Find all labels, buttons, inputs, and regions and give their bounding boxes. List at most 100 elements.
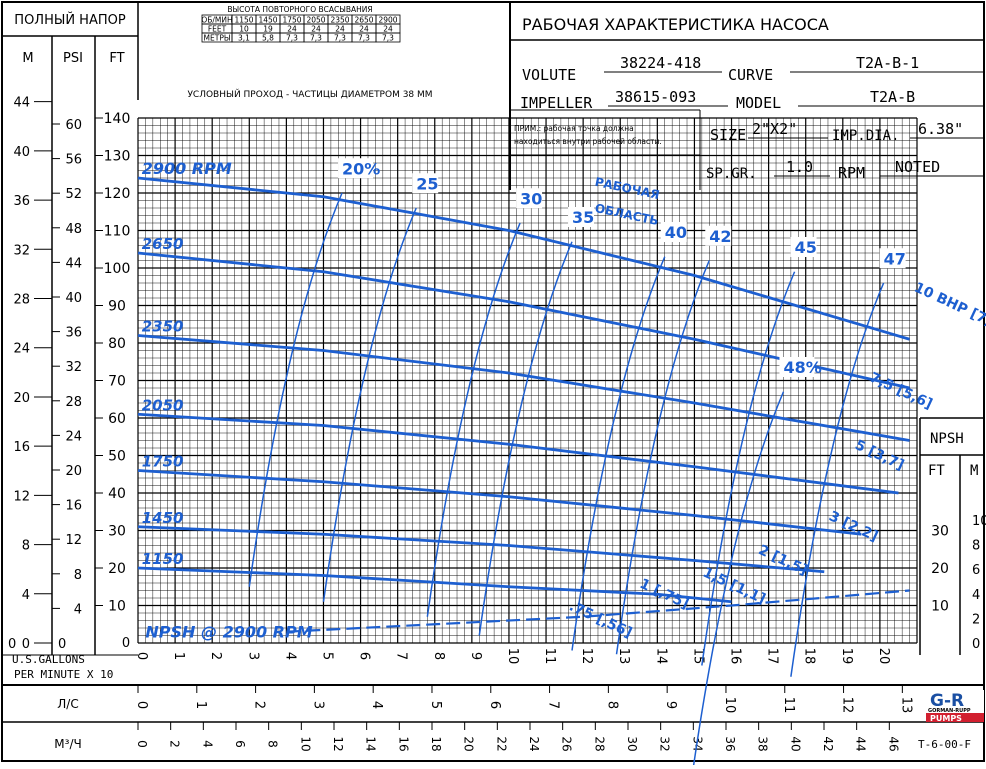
ft-tick-label: 90 — [108, 299, 126, 315]
efficiency-label-bg — [660, 222, 687, 242]
m-axis-title: M — [22, 51, 33, 66]
suction-table-cell — [375, 32, 401, 43]
ft-tick-label: 10 — [108, 599, 126, 615]
efficiency-label: 42 — [709, 227, 731, 246]
efficiency-label-bg — [779, 357, 815, 377]
psi-tick-label: 28 — [65, 395, 82, 410]
npsh-curve-line — [286, 589, 910, 633]
head-curve-line — [137, 525, 825, 574]
head-curve-label: 2650 — [142, 235, 184, 253]
m3h-tick-label: 22 — [494, 736, 508, 751]
npsh-ft-tick-label: 20 — [931, 561, 949, 577]
x-tick-label: 6 — [357, 652, 372, 660]
ft-tick-label: 140 — [104, 111, 131, 127]
curve-value: T2A-B-1 — [856, 54, 919, 72]
logo-bottom: PUMPS — [930, 714, 962, 723]
x-tick-label: 13 — [616, 648, 631, 665]
efficiency-line — [615, 260, 710, 655]
impdia-value: 6.38" — [918, 120, 963, 138]
suction-table-value: 3,1 — [238, 34, 250, 43]
efficiency-line — [322, 207, 417, 602]
logo-top: G-R — [930, 691, 964, 711]
suction-table-value: 1150 — [234, 16, 253, 25]
efficiency-label-bg — [516, 188, 543, 209]
ls-tick-label: 11 — [781, 697, 796, 714]
m3h-tick-label: 16 — [396, 736, 410, 751]
npsh-m-tick-label: 4 — [972, 588, 980, 603]
model-value: T2A-B — [870, 88, 915, 106]
psi-tick-label: 40 — [65, 291, 82, 306]
m3h-tick-label: 2 — [168, 740, 182, 748]
m-tick-label: 32 — [13, 243, 30, 258]
head-curve-label: 1150 — [142, 550, 184, 568]
x-tick-label: 5 — [319, 652, 334, 660]
m3h-tick-label: 36 — [723, 736, 737, 751]
suction-table-value: 2900 — [378, 16, 397, 25]
m3h-tick-label: 38 — [756, 736, 770, 751]
psi-tick-label: 44 — [65, 256, 82, 271]
npsh-m-tick-label: 10 — [972, 514, 986, 529]
efficiency-label-bg — [879, 248, 906, 269]
efficiency-line — [790, 282, 885, 677]
x-tick-label: 14 — [653, 648, 668, 665]
head-curve-line — [137, 566, 732, 604]
suction-table-value: 7,3 — [358, 34, 370, 43]
ft-tick-label: 60 — [108, 411, 126, 427]
suction-table-value: 7,3 — [310, 34, 322, 43]
ft-tick-label: 40 — [108, 486, 126, 502]
efficiency-label: 47 — [884, 249, 906, 268]
m3h-tick-label: 10 — [298, 736, 312, 751]
suction-table: ОБ/МИН 1150 1450 1750 2050 2350 2650 2900 FEET 10… — [201, 14, 401, 43]
m-tick-label: 4 — [22, 588, 30, 603]
impdia-label: IMP.DIA. — [832, 128, 899, 144]
x-tick-label: 12 — [579, 648, 594, 665]
operating-region-label: РАБОЧАЯ — [594, 175, 661, 202]
chart-series — [137, 176, 910, 769]
m3h-tick-label: 14 — [364, 736, 378, 751]
x-unit-line1: U.S.GALLONS — [12, 653, 85, 666]
ls-tick-label: 8 — [604, 701, 619, 709]
suction-table-value: 2050 — [306, 16, 325, 25]
m3h-tick-label: 42 — [821, 736, 835, 751]
suction-table-value: 19 — [263, 25, 273, 34]
efficiency-line — [248, 192, 343, 587]
psi-tick-label: 32 — [65, 360, 82, 375]
ls-tick-label: 2 — [252, 701, 267, 709]
curve-label: CURVE — [728, 66, 773, 84]
m-tick-label: 36 — [13, 194, 30, 209]
npsh-ft-title: FT — [928, 463, 945, 479]
ft-tick-label: 110 — [104, 224, 131, 240]
m3h-tick-label: 30 — [625, 736, 639, 751]
m3h-tick-label: 20 — [462, 736, 476, 751]
power-label: 1,5 [1,1] — [700, 565, 768, 608]
m3h-tick-label: 40 — [788, 736, 802, 751]
psi-tick-label: 12 — [65, 533, 82, 548]
m3h-axis-title: М³/Ч — [54, 737, 81, 751]
x-tick-label: 17 — [765, 648, 780, 665]
suction-table-value: ОБ/МИН — [201, 16, 232, 25]
power-label: 10 BHP [7,5 KW] — [912, 280, 986, 350]
suction-table-value: 7,3 — [286, 34, 298, 43]
psi-tick-label: 56 — [65, 153, 82, 168]
head-curve-line — [137, 176, 910, 341]
head-label: ПОЛНЫЙ НАПОР — [14, 12, 126, 28]
efficiency-label-bg — [568, 207, 595, 227]
ls-axis-title: Л/С — [57, 697, 78, 711]
m-tick-label: 0 — [22, 637, 30, 652]
rpm-label: RPM — [838, 164, 865, 182]
npsh-curve-label: NPSH @ 2900 RPM — [145, 622, 312, 641]
ft-tick-label: 20 — [108, 561, 126, 577]
ls-tick-label: 1 — [193, 701, 208, 709]
ls-tick-label: 5 — [428, 701, 443, 709]
efficiency-line — [426, 222, 521, 617]
m3h-tick-label: 18 — [429, 736, 443, 751]
efficiency-line — [692, 391, 785, 769]
npsh-m-tick-label: 8 — [972, 539, 980, 554]
npsh-ft-tick-label: 10 — [931, 599, 949, 615]
suction-table-value: 1750 — [282, 16, 301, 25]
suction-table-value: 24 — [359, 25, 369, 34]
npsh-m-tick-label: 6 — [972, 563, 980, 578]
ft-tick-label: 70 — [108, 374, 126, 390]
psi-tick-label: 0 — [58, 637, 66, 652]
head-curve-line — [137, 334, 910, 442]
